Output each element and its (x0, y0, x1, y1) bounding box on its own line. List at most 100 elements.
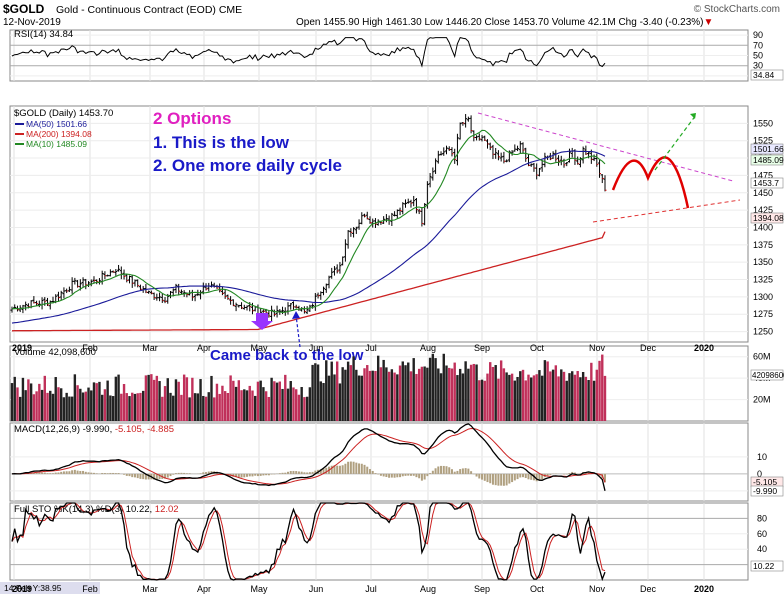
volume-bar (316, 364, 320, 421)
rsi-y-tick-label: 70 (753, 40, 763, 50)
macd-histogram-bar (481, 473, 484, 480)
volume-bar (24, 390, 27, 421)
volume-bar (508, 374, 511, 421)
macd-histogram-bar (314, 470, 317, 474)
macd-histogram-bar (524, 473, 527, 479)
macd-histogram-bar (155, 473, 158, 480)
volume-y-tick-label: 20M (753, 395, 771, 405)
macd-histogram-bar (445, 466, 448, 474)
macd-histogram-bar (60, 471, 63, 474)
macd-histogram-bar (358, 463, 361, 474)
price-y-tick-label: 1250 (753, 327, 773, 337)
volume-bar (188, 397, 191, 421)
price-x-tick-label: 2020 (694, 343, 714, 353)
price-value-tag (750, 177, 784, 189)
volume-bar (390, 369, 394, 421)
volume-bar (568, 373, 571, 421)
macd-histogram-bar (491, 473, 494, 485)
volume-bar (100, 394, 104, 421)
volume-bar (355, 369, 358, 421)
sto-y-tick-label: 60 (757, 529, 767, 539)
volume-bar (275, 382, 279, 421)
macd-histogram-bar (399, 473, 402, 478)
macd-histogram-bar (565, 473, 568, 475)
volume-bar (161, 396, 164, 421)
volume-bar (308, 387, 312, 421)
macd-histogram-bar (571, 471, 574, 474)
price-y-tick-label: 1375 (753, 240, 773, 250)
downtrend-line (477, 112, 734, 182)
volume-bar (489, 362, 492, 421)
macd-histogram-bar (401, 473, 404, 477)
volume-bar (218, 393, 221, 421)
rsi-y-tick-label: 50 (753, 51, 763, 61)
price-y-tick-label: 1350 (753, 257, 773, 267)
volume-bar (286, 388, 290, 421)
volume-bar (341, 367, 344, 421)
volume-bar (538, 370, 541, 421)
macd-histogram-bar (270, 473, 273, 475)
volume-bar (420, 366, 424, 421)
volume-bar (76, 385, 79, 421)
macd-histogram-bar (114, 473, 117, 474)
macd-histogram-bar (292, 470, 295, 474)
volume-bar (366, 365, 369, 421)
macd-histogram-bar (530, 473, 533, 480)
macd-histogram-bar (133, 473, 136, 478)
macd-histogram-bar (368, 469, 371, 474)
macd-histogram-bar (202, 472, 205, 474)
macd-histogram-bar (139, 473, 142, 479)
volume-bar (248, 385, 251, 421)
volume-bar (65, 392, 68, 421)
price-x-tick-label: Oct (530, 343, 545, 353)
price-y-tick-label: 1325 (753, 275, 773, 285)
support-line (592, 199, 741, 223)
volume-bar (576, 371, 579, 421)
volume-bar (491, 366, 495, 421)
macd-histogram-bar (470, 471, 473, 474)
low-marker-arrow (251, 313, 273, 330)
volume-bar (368, 370, 372, 421)
volume-bar (434, 358, 437, 421)
volume-bar (172, 395, 175, 421)
volume-bar (111, 396, 115, 421)
volume-value-tag (750, 369, 784, 381)
volume-bar (521, 369, 525, 421)
macd-histogram-bar (287, 471, 290, 474)
volume-bar (92, 382, 96, 421)
macd-histogram-bar (434, 468, 437, 474)
macd-histogram-bar (587, 471, 590, 474)
volume-bar (379, 367, 383, 421)
volume-bar (587, 379, 590, 421)
volume-bar (357, 375, 361, 421)
macd-y-tick-label: 0 (757, 469, 762, 479)
volume-bar (51, 393, 55, 421)
volume-bar (81, 392, 85, 421)
volume-bar (32, 394, 36, 421)
macd-histogram-bar (333, 465, 336, 474)
volume-bar (128, 396, 131, 421)
macd-histogram-bar (459, 469, 462, 474)
volume-bar (579, 377, 582, 421)
volume-bar (409, 371, 413, 421)
volume-bar (499, 360, 503, 421)
macd-histogram-bar (297, 471, 300, 474)
volume-title: Volume 42,098,600 (14, 347, 96, 358)
volume-bar (557, 376, 560, 421)
macd-histogram-bar (262, 473, 265, 476)
macd-histogram-bar (500, 473, 503, 486)
volume-bar (122, 384, 126, 421)
volume-bar (573, 374, 577, 421)
macd-histogram-bar (142, 473, 145, 480)
macd-histogram-bar (319, 469, 322, 474)
macd-histogram-bar (73, 469, 76, 474)
volume-bar (109, 395, 112, 421)
volume-bar (182, 374, 186, 421)
volume-bar (155, 375, 159, 421)
price-x-tick-label: Mar (142, 343, 158, 353)
volume-bar (204, 396, 208, 421)
volume-bar (27, 379, 30, 421)
volume-bar (133, 393, 137, 421)
volume-bar (300, 387, 303, 421)
volume-bar (169, 392, 172, 421)
